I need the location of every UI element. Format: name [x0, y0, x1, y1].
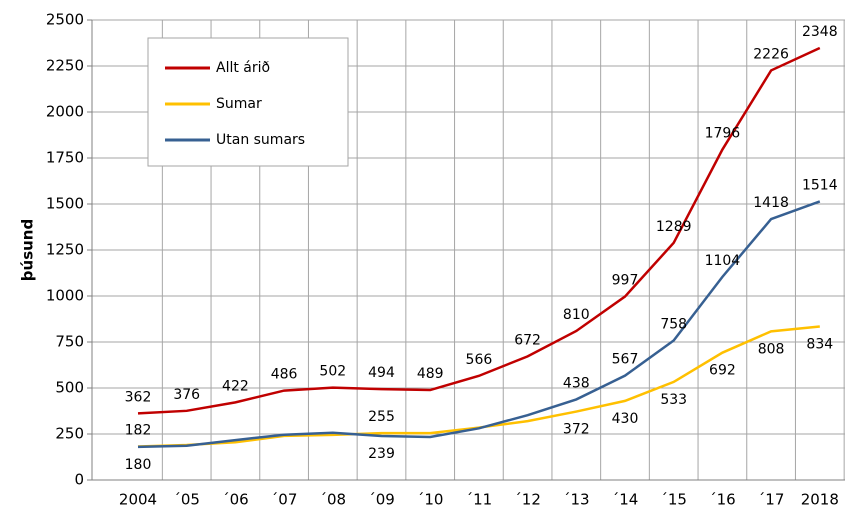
data-label: 834: [806, 337, 833, 353]
x-tick-label: ´13: [563, 491, 590, 509]
data-label: 672: [514, 332, 541, 348]
data-label: 2348: [802, 24, 838, 40]
x-tick-label: ´16: [709, 491, 736, 509]
data-label: 486: [271, 367, 298, 383]
data-label: 494: [368, 365, 395, 381]
data-label: 372: [563, 422, 590, 438]
x-tick-label: ´05: [173, 491, 200, 509]
data-label: 2226: [753, 46, 789, 62]
data-label: 182: [125, 423, 152, 439]
y-tick-label: 2500: [46, 11, 84, 29]
y-tick-label: 2000: [46, 103, 84, 121]
y-tick-label: 1000: [46, 287, 84, 305]
y-tick-label: 1750: [46, 149, 84, 167]
y-tick-label: 750: [55, 333, 84, 351]
y-tick-label: 250: [55, 425, 84, 443]
data-label: 1796: [705, 126, 741, 142]
data-label: 1418: [753, 195, 789, 211]
data-label: 810: [563, 307, 590, 323]
data-label: 758: [660, 317, 687, 333]
data-label: 566: [466, 352, 493, 368]
legend-box: [147, 37, 349, 167]
x-tick-label: ´08: [320, 491, 347, 509]
y-tick-label: 1500: [46, 195, 84, 213]
x-tick-label: ´11: [466, 491, 493, 509]
data-label: 1514: [802, 177, 838, 193]
y-tick-label: 1250: [46, 241, 84, 259]
data-label: 567: [612, 352, 639, 368]
line: [137, 200, 821, 449]
x-tick-label: ´10: [417, 491, 444, 509]
x-tick-label: ´15: [660, 491, 687, 509]
data-label: 808: [758, 341, 785, 357]
data-label: 533: [660, 392, 687, 408]
data-label: 362: [125, 389, 152, 405]
data-label: 376: [173, 387, 200, 403]
legend-label: Utan sumars: [216, 132, 305, 148]
x-tick-label: ´14: [612, 491, 639, 509]
y-tick-label: 500: [55, 379, 84, 397]
y-axis-label: þúsund: [19, 219, 37, 281]
data-label: 438: [563, 375, 590, 391]
data-label: 1104: [705, 253, 741, 269]
legend-label: Sumar: [216, 96, 262, 112]
x-tick-label: ´17: [758, 491, 785, 509]
x-tick-label: ´06: [222, 491, 249, 509]
data-label: 1289: [656, 219, 692, 235]
data-label: 692: [709, 363, 736, 379]
y-tick-label: 0: [74, 471, 84, 489]
data-label: 239: [368, 446, 395, 462]
line: [137, 46, 821, 415]
data-label: 502: [319, 364, 346, 380]
x-tick-label: ´12: [514, 491, 541, 509]
data-label: 997: [612, 273, 639, 289]
data-label: 430: [612, 411, 639, 427]
y-tick-label: 2250: [46, 57, 84, 75]
x-tick-label: 2004: [119, 491, 157, 509]
x-tick-label: ´07: [271, 491, 298, 509]
x-tick-label: ´09: [368, 491, 395, 509]
data-label: 489: [417, 366, 444, 382]
x-tick-label: 2018: [801, 491, 839, 509]
data-label: 422: [222, 378, 249, 394]
data-label: 255: [368, 409, 395, 425]
legend-label: Allt árið: [216, 60, 270, 76]
legend: Allt árið Sumar Utan sumars: [147, 37, 349, 167]
data-label: 180: [125, 457, 152, 473]
